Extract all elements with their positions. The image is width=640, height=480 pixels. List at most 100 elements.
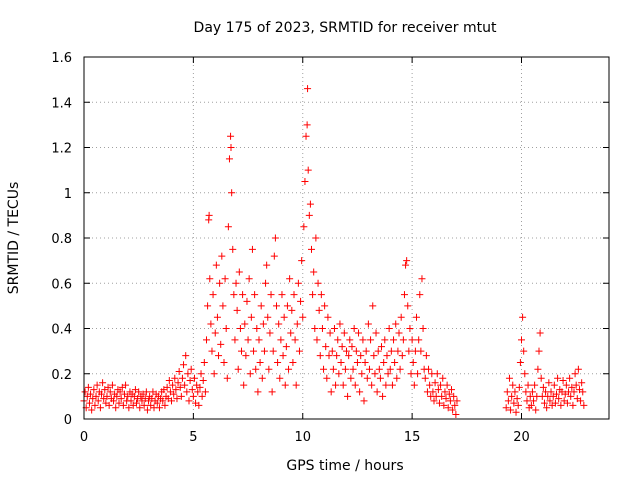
- data-point: [361, 358, 369, 366]
- data-point: [294, 279, 302, 287]
- data-point: [125, 404, 133, 412]
- y-tick-label: 1.6: [51, 51, 72, 66]
- data-point: [353, 358, 361, 366]
- data-point: [234, 365, 242, 373]
- data-point: [303, 121, 311, 129]
- data-point: [235, 268, 243, 276]
- data-point: [84, 383, 92, 391]
- data-point: [274, 358, 282, 366]
- data-point: [433, 370, 441, 378]
- data-point: [116, 388, 124, 396]
- data-points: [80, 85, 588, 418]
- data-point: [176, 383, 184, 391]
- data-point: [504, 397, 512, 405]
- data-point: [386, 365, 394, 373]
- data-point: [390, 336, 398, 344]
- data-point: [524, 381, 532, 389]
- data-point: [288, 306, 296, 314]
- data-point: [380, 358, 388, 366]
- data-point: [223, 374, 231, 382]
- data-point: [241, 320, 249, 328]
- data-point: [254, 388, 262, 396]
- axis-ticks: 0 0.2 0.4 0.6 0.8 1 1.2 1.4 1.6 0 5 10 15 20: [51, 51, 609, 445]
- data-point: [383, 352, 391, 360]
- data-point: [417, 347, 425, 355]
- data-point: [405, 347, 413, 355]
- data-point: [578, 379, 586, 387]
- data-point: [311, 325, 319, 332]
- data-point: [402, 261, 410, 269]
- data-point: [273, 302, 280, 310]
- data-point: [571, 370, 579, 378]
- y-tick-label: 0: [64, 413, 72, 428]
- data-point: [346, 336, 354, 344]
- x-axis-label: GPS time / hours: [286, 458, 403, 474]
- data-point: [169, 381, 177, 389]
- data-point: [257, 302, 265, 310]
- data-point: [184, 370, 192, 378]
- data-point: [368, 381, 376, 389]
- data-point: [546, 397, 554, 405]
- data-point: [318, 325, 326, 332]
- data-point: [161, 401, 169, 409]
- data-point: [410, 381, 418, 389]
- data-point: [509, 381, 517, 389]
- plot-frame: [83, 56, 610, 420]
- data-point: [527, 401, 535, 409]
- data-point: [262, 279, 270, 287]
- data-point: [175, 367, 183, 375]
- data-point: [532, 406, 540, 414]
- data-point: [350, 325, 358, 332]
- data-point: [304, 85, 312, 93]
- data-point: [351, 381, 359, 389]
- data-point: [225, 155, 233, 163]
- data-point: [363, 374, 371, 382]
- data-point: [373, 388, 381, 396]
- data-point: [242, 352, 250, 360]
- data-point: [244, 336, 252, 344]
- data-point: [569, 401, 577, 409]
- data-point: [392, 320, 400, 328]
- data-point: [304, 166, 312, 174]
- data-point: [115, 399, 123, 407]
- data-point: [399, 336, 407, 344]
- data-point: [327, 388, 335, 396]
- data-point: [259, 320, 267, 328]
- data-point: [113, 392, 121, 400]
- data-point: [507, 406, 515, 414]
- data-point: [421, 374, 429, 382]
- data-point: [190, 374, 198, 382]
- data-point: [563, 399, 571, 407]
- data-point: [409, 358, 417, 366]
- data-point: [231, 336, 239, 344]
- y-tick-label: 1.4: [51, 96, 72, 111]
- data-point: [572, 381, 580, 389]
- data-point: [216, 279, 224, 287]
- data-point: [232, 279, 240, 287]
- data-point: [247, 313, 255, 321]
- data-point: [127, 397, 135, 405]
- data-point: [562, 381, 570, 389]
- data-point: [369, 302, 377, 310]
- data-point: [339, 381, 347, 389]
- data-point: [328, 347, 336, 355]
- data-point: [297, 297, 305, 305]
- data-point: [313, 336, 321, 344]
- data-point: [186, 377, 194, 385]
- data-point: [528, 388, 536, 396]
- data-point: [340, 329, 348, 337]
- data-point: [205, 211, 213, 219]
- data-point: [514, 401, 522, 409]
- data-point: [534, 365, 542, 373]
- data-point: [355, 329, 363, 337]
- data-point: [341, 365, 349, 373]
- data-point: [187, 365, 195, 373]
- x-tick-label: 0: [80, 430, 88, 445]
- data-point: [324, 313, 332, 321]
- data-point: [305, 211, 313, 219]
- data-point: [168, 397, 175, 405]
- data-point: [451, 401, 459, 409]
- data-point: [215, 352, 223, 360]
- data-point: [316, 352, 324, 360]
- data-point: [165, 377, 173, 385]
